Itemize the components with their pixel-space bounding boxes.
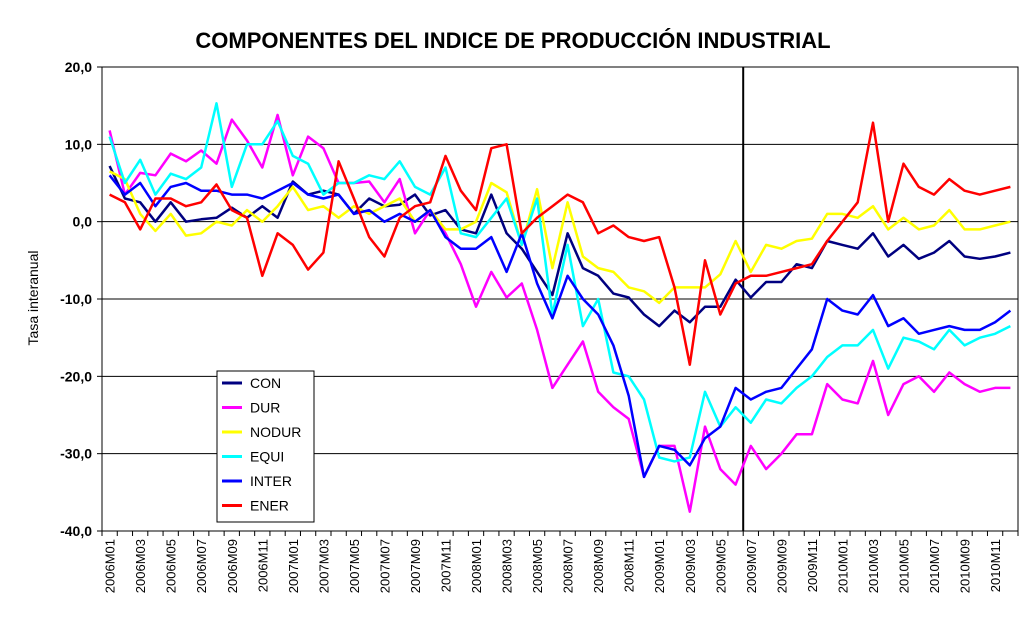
x-tick-label: 2009M03 [683,539,698,593]
chart-title: COMPONENTES DEL INDICE DE PRODUCCIÓN IND… [195,28,830,53]
series-line-nodur [109,170,1011,305]
legend-label-inter: INTER [250,473,292,489]
y-tick-label: -10,0 [60,291,92,307]
series-line-inter [108,174,1012,479]
x-tick-label: 2010M07 [927,539,942,593]
x-tick-label: 2010M03 [866,539,881,593]
x-tick-label: 2008M11 [622,539,637,592]
y-tick-label: 20,0 [65,59,92,75]
x-tick-label: 2010M01 [835,539,850,593]
x-tick-label: 2007M09 [408,539,423,593]
x-tick-label: 2006M03 [133,539,148,593]
legend-label-nodur: NODUR [250,424,301,440]
x-tick-label: 2007M01 [286,539,301,593]
x-tick-label: 2009M11 [805,539,820,592]
legend-label-dur: DUR [250,400,280,416]
x-tick-label: 2008M05 [530,539,545,593]
x-tick-label: 2009M05 [713,539,728,593]
series-line-dur [108,113,1011,513]
x-tick-label: 2010M05 [897,539,912,593]
x-tick-label: 2008M03 [500,539,515,593]
series-line-ener [109,121,1011,366]
y-tick-label: -40,0 [60,523,92,539]
y-tick-label: 0,0 [73,214,93,230]
x-tick-label: 2007M11 [439,539,454,592]
x-tick-label: 2006M11 [255,539,270,592]
x-tick-label: 2010M11 [988,539,1003,592]
y-tick-label: 10,0 [65,136,92,152]
x-tick-label: 2010M09 [958,539,973,593]
x-tick-label: 2007M03 [316,539,331,593]
y-axis-label: Tasa interanual [25,251,41,346]
x-tick-label: 2007M07 [377,539,392,593]
x-tick-label: 2007M05 [347,539,362,593]
x-tick-label: 2008M07 [561,539,576,593]
legend-box [216,370,315,523]
series-line-equi [108,102,1011,463]
x-tick-label: 2006M09 [225,539,240,593]
x-tick-label: 2008M01 [469,539,484,593]
x-tick-label: 2009M09 [774,539,789,593]
x-tick-label: 2006M05 [164,539,179,593]
legend-label-con: CON [250,375,281,391]
x-tick-label: 2009M01 [652,539,667,593]
x-tick-label: 2006M07 [194,539,209,593]
x-tick-label: 2009M07 [744,539,759,593]
plot-area: 20,0 10,0 0,0 -10,0 -20,0 -30,0 -40,0 2006M01 20… [60,59,1019,593]
legend-label-equi: EQUI [250,449,284,465]
series-line-con [108,165,1011,328]
y-tick-label: -30,0 [60,446,92,462]
x-tick-label: 2008M09 [591,539,606,593]
y-tick-label: -20,0 [60,368,92,384]
x-tick-label: 2006M01 [103,539,118,593]
legend-label-ener: ENER [250,498,289,514]
